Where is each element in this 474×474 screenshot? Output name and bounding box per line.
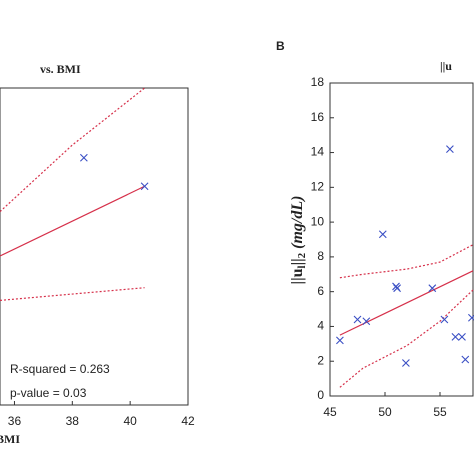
panel-label: B [276, 39, 285, 53]
x-tick-label: 50 [378, 405, 392, 419]
x-tick-label: 38 [66, 414, 80, 428]
ci-lower [0, 287, 145, 301]
point [428, 284, 437, 293]
x-tick-label: 55 [433, 405, 447, 419]
x-tick-label: 40 [123, 414, 137, 428]
point [353, 315, 362, 324]
point [393, 284, 401, 293]
y-tick-label: 4 [317, 319, 324, 333]
point [446, 145, 454, 153]
point [140, 182, 149, 191]
point [468, 313, 474, 322]
point [458, 332, 466, 341]
annotation: R-squared = 0.263 [10, 362, 110, 376]
y-axis-label: ||ul||2 (mg/dL) [289, 196, 308, 285]
fit-line [339, 270, 474, 336]
point [402, 359, 410, 367]
plot-frame [329, 82, 474, 397]
y-axis-label-part: || [289, 258, 306, 265]
y-tick-label: 6 [317, 284, 324, 298]
y-axis-label-part: (mg/dL) [289, 196, 306, 249]
y-tick-label: 8 [317, 249, 324, 263]
ci-upper [0, 87, 145, 213]
point [362, 317, 371, 326]
y-tick-label: 16 [311, 110, 325, 124]
plot-frame [0, 87, 189, 406]
point [336, 336, 344, 345]
x-tick-label: 36 [8, 414, 22, 428]
x-axis-label: BMI [0, 432, 20, 446]
chart-title: vs. BMI [40, 62, 81, 76]
point [451, 332, 460, 341]
y-tick-label: 14 [311, 145, 325, 159]
y-tick-label: 0 [317, 388, 324, 402]
y-axis-label-part: ||u [289, 268, 306, 284]
x-tick-label: 45 [323, 405, 337, 419]
y-tick-label: 12 [311, 180, 325, 194]
y-tick-label: 10 [311, 214, 325, 228]
y-axis-label-part: l [296, 265, 308, 268]
point [79, 153, 88, 162]
point [378, 230, 387, 239]
ci-upper [339, 244, 474, 279]
point [461, 355, 470, 364]
fit-line [0, 185, 145, 257]
point [440, 315, 449, 324]
y-tick-label: 2 [317, 353, 324, 367]
y-tick-label: 18 [311, 75, 325, 89]
y-axis-label-part: 2 [296, 252, 308, 258]
x-tick-label: 42 [181, 414, 195, 428]
chart-title: ||u [440, 59, 452, 73]
annotation: p-value = 0.03 [10, 386, 87, 400]
